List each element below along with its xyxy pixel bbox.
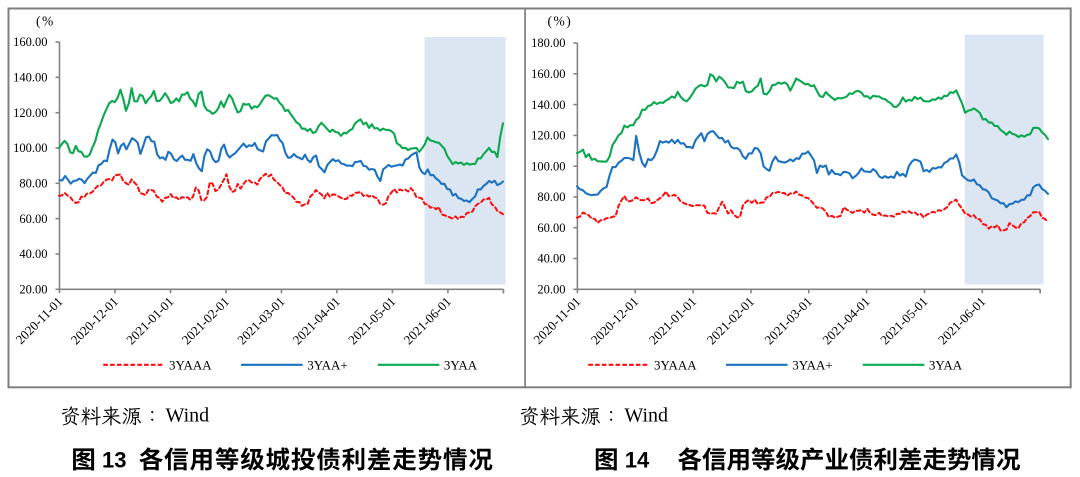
svg-text:160.00: 160.00 bbox=[13, 35, 47, 49]
svg-text:40.00: 40.00 bbox=[19, 247, 47, 261]
svg-text:(%): (%) bbox=[548, 14, 573, 29]
svg-text:3YAAA: 3YAAA bbox=[169, 357, 212, 372]
svg-text:140.00: 140.00 bbox=[13, 71, 47, 85]
svg-text:3YAAA: 3YAAA bbox=[654, 357, 697, 372]
svg-text:60.00: 60.00 bbox=[537, 221, 565, 235]
svg-text:3YAA+: 3YAA+ bbox=[307, 357, 348, 372]
svg-text:Wind: Wind bbox=[624, 405, 668, 427]
svg-text:80.00: 80.00 bbox=[19, 177, 47, 191]
svg-text:3YAA+: 3YAA+ bbox=[792, 357, 833, 372]
svg-text:3YAA: 3YAA bbox=[929, 357, 963, 372]
svg-text:13: 13 bbox=[102, 447, 126, 472]
svg-text:140.00: 140.00 bbox=[531, 98, 565, 112]
svg-text:40.00: 40.00 bbox=[537, 252, 565, 266]
svg-text:(%: (% bbox=[36, 14, 55, 29]
svg-text:14: 14 bbox=[625, 447, 650, 472]
svg-text:100.00: 100.00 bbox=[531, 159, 565, 173]
svg-text:180.00: 180.00 bbox=[531, 36, 565, 50]
svg-text:100.00: 100.00 bbox=[13, 141, 47, 155]
svg-text:60.00: 60.00 bbox=[19, 212, 47, 226]
svg-text:120.00: 120.00 bbox=[531, 129, 565, 143]
svg-text:Wind: Wind bbox=[166, 405, 210, 427]
svg-text:20.00: 20.00 bbox=[19, 283, 47, 297]
svg-text:3YAA: 3YAA bbox=[444, 357, 478, 372]
svg-text:120.00: 120.00 bbox=[13, 106, 47, 120]
svg-text:80.00: 80.00 bbox=[537, 190, 565, 204]
svg-text:20.00: 20.00 bbox=[537, 283, 565, 297]
svg-text:160.00: 160.00 bbox=[531, 67, 565, 81]
